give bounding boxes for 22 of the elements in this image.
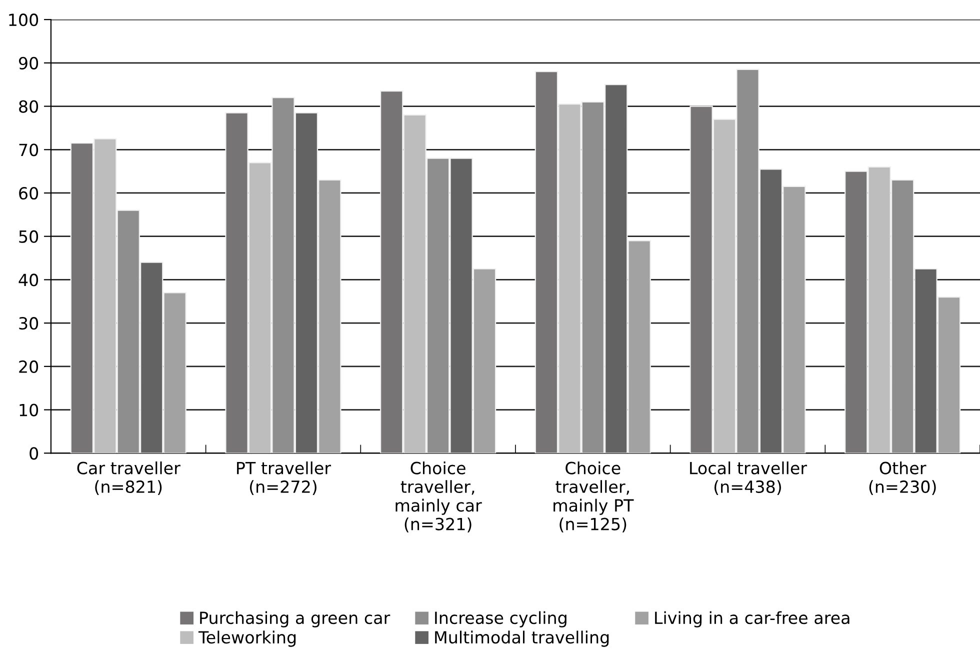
y-tick-label: 80 xyxy=(19,100,38,113)
legend-label: Living in a car-free area xyxy=(655,611,850,628)
y-tick-label: 60 xyxy=(19,186,38,200)
legend-label: Teleworking xyxy=(198,630,296,647)
x-tick-label: PT traveller (n=272) xyxy=(237,461,332,495)
y-tick-label: 90 xyxy=(18,56,38,70)
x-tick-label: Choice traveller, mainly PT (n=125) xyxy=(554,461,634,532)
y-tick-label: 100 xyxy=(9,14,38,26)
y-tick-label: 30 xyxy=(19,317,38,330)
y-tick-label: 70 xyxy=(19,144,38,156)
y-tick-label: 50 xyxy=(19,230,38,243)
y-tick-label: 40 xyxy=(18,274,38,286)
legend-label: Multimodal travelling xyxy=(435,630,609,647)
x-tick-label: Other (n=230) xyxy=(869,461,936,495)
legend-label: Purchasing a green car xyxy=(200,611,390,628)
legend-label: Increase cycling xyxy=(435,611,566,628)
y-tick-label: 10 xyxy=(20,404,38,416)
x-tick-label: Car traveller (n=821) xyxy=(77,461,180,495)
x-tick-label: Choice traveller, mainly car (n=321) xyxy=(396,461,482,532)
y-tick-label: 20 xyxy=(19,360,38,373)
x-tick-label: Local traveller (n=438) xyxy=(690,461,808,495)
y-tick-label: 0 xyxy=(30,447,38,460)
